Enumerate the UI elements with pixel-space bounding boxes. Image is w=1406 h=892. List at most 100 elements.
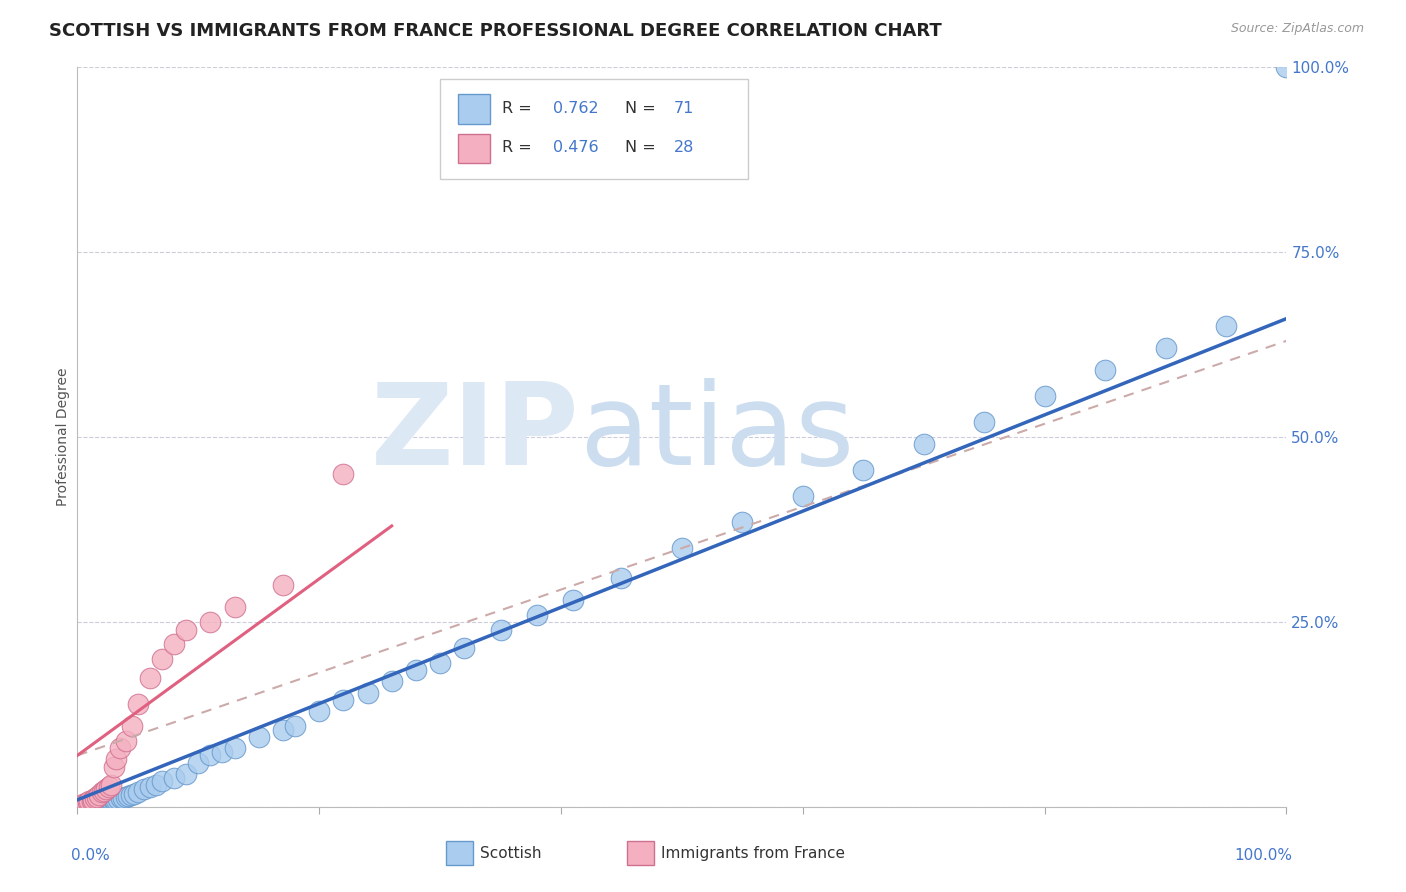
Point: [224, 600, 246, 615]
Point: [127, 697, 149, 711]
Point: [72, 797, 94, 812]
Point: [132, 781, 155, 796]
Text: R =: R =: [502, 140, 531, 155]
Point: [912, 437, 935, 451]
Point: [489, 623, 512, 637]
Point: [187, 756, 209, 770]
Point: [731, 515, 754, 529]
Point: [224, 741, 246, 756]
Point: [792, 489, 814, 503]
Point: [671, 541, 693, 555]
Point: [90, 796, 112, 810]
Point: [117, 789, 139, 804]
Text: 71: 71: [673, 101, 693, 116]
Point: [271, 578, 294, 592]
Text: SCOTTISH VS IMMIGRANTS FROM FRANCE PROFESSIONAL DEGREE CORRELATION CHART: SCOTTISH VS IMMIGRANTS FROM FRANCE PROFE…: [49, 22, 942, 40]
Point: [308, 704, 330, 718]
Point: [1215, 318, 1237, 333]
Point: [108, 741, 131, 756]
FancyBboxPatch shape: [458, 95, 489, 124]
Point: [271, 723, 294, 737]
Point: [163, 771, 186, 785]
Point: [284, 719, 307, 733]
Point: [90, 797, 112, 811]
Text: 100.0%: 100.0%: [1234, 848, 1292, 863]
Point: [114, 733, 136, 747]
Point: [107, 792, 129, 806]
Text: ZIP: ZIP: [371, 378, 579, 489]
Point: [91, 796, 114, 810]
Point: [526, 607, 548, 622]
Text: atias: atias: [579, 378, 855, 489]
Point: [83, 797, 105, 812]
Point: [96, 795, 118, 809]
Point: [973, 415, 995, 429]
Point: [356, 685, 378, 699]
Point: [174, 623, 197, 637]
Point: [97, 794, 120, 808]
Point: [104, 794, 127, 808]
Point: [852, 463, 875, 477]
Point: [139, 780, 162, 794]
Point: [105, 752, 128, 766]
Point: [112, 790, 135, 805]
Point: [82, 793, 104, 807]
Text: 28: 28: [673, 140, 693, 155]
Point: [211, 745, 233, 759]
Point: [1154, 341, 1177, 355]
Point: [89, 797, 111, 811]
Point: [562, 593, 585, 607]
Point: [86, 789, 108, 804]
Point: [103, 794, 125, 808]
Point: [94, 795, 117, 809]
Point: [139, 671, 162, 685]
Point: [1033, 389, 1056, 403]
Point: [72, 798, 94, 813]
Point: [453, 641, 475, 656]
Point: [84, 797, 107, 812]
Point: [121, 719, 143, 733]
Point: [110, 791, 132, 805]
Point: [1094, 363, 1116, 377]
Point: [86, 797, 108, 811]
Point: [76, 798, 98, 813]
Point: [79, 798, 101, 813]
Point: [332, 693, 354, 707]
FancyBboxPatch shape: [446, 841, 472, 865]
Point: [77, 798, 100, 813]
FancyBboxPatch shape: [458, 134, 489, 163]
Point: [200, 748, 222, 763]
Point: [174, 767, 197, 781]
Point: [77, 795, 100, 809]
Point: [80, 798, 103, 813]
Point: [105, 793, 128, 807]
Text: N =: N =: [626, 101, 655, 116]
Text: Scottish: Scottish: [479, 846, 541, 861]
Point: [93, 797, 115, 811]
Point: [100, 794, 122, 808]
Point: [93, 784, 115, 798]
Point: [247, 730, 270, 744]
Point: [381, 674, 404, 689]
Point: [97, 780, 120, 794]
Text: 0.476: 0.476: [553, 140, 598, 155]
Text: R =: R =: [502, 101, 531, 116]
Point: [75, 798, 97, 813]
Point: [87, 797, 110, 812]
FancyBboxPatch shape: [440, 79, 748, 179]
Point: [82, 798, 104, 813]
Point: [114, 789, 136, 804]
Point: [120, 789, 142, 803]
Point: [98, 795, 121, 809]
Point: [163, 637, 186, 651]
FancyBboxPatch shape: [627, 841, 654, 865]
Point: [127, 785, 149, 799]
Point: [150, 652, 173, 666]
Y-axis label: Professional Degree: Professional Degree: [56, 368, 70, 507]
Point: [101, 794, 124, 808]
Point: [79, 797, 101, 812]
Point: [332, 467, 354, 482]
Point: [75, 796, 97, 810]
Point: [90, 785, 112, 799]
Point: [100, 778, 122, 792]
